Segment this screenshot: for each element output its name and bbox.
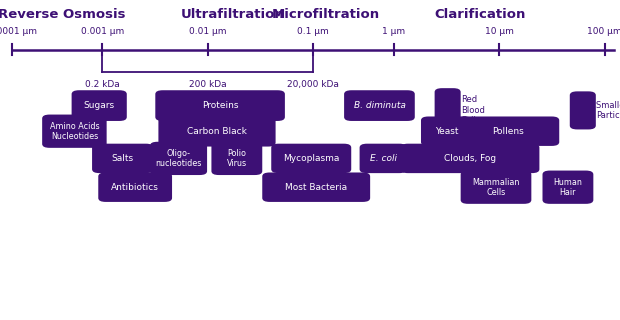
Text: Clarification: Clarification	[435, 8, 526, 21]
FancyBboxPatch shape	[435, 88, 461, 132]
Text: Ultrafiltration: Ultrafiltration	[180, 8, 285, 21]
Text: 0.01 μm: 0.01 μm	[189, 27, 226, 36]
Text: Sugars: Sugars	[84, 101, 115, 110]
Text: Pollens: Pollens	[492, 127, 525, 136]
FancyBboxPatch shape	[401, 144, 539, 173]
FancyBboxPatch shape	[344, 90, 415, 121]
Text: Oligo-
nucleotides: Oligo- nucleotides	[156, 149, 202, 168]
FancyBboxPatch shape	[360, 144, 407, 173]
Text: 100 μm: 100 μm	[587, 27, 620, 36]
Text: 0.1 μm: 0.1 μm	[297, 27, 329, 36]
Text: Polio
Virus: Polio Virus	[227, 149, 247, 168]
Text: Proteins: Proteins	[202, 101, 238, 110]
Text: 0.0001 μm: 0.0001 μm	[0, 27, 37, 36]
FancyBboxPatch shape	[150, 142, 207, 175]
FancyBboxPatch shape	[542, 171, 593, 204]
Text: 0.2 kDa: 0.2 kDa	[85, 80, 120, 89]
Text: Yeast: Yeast	[435, 127, 458, 136]
FancyBboxPatch shape	[92, 144, 153, 173]
FancyBboxPatch shape	[98, 172, 172, 202]
Text: B. diminuta: B. diminuta	[353, 101, 405, 110]
FancyBboxPatch shape	[155, 90, 285, 121]
Text: 0.001 μm: 0.001 μm	[81, 27, 124, 36]
Text: Mammalian
Cells: Mammalian Cells	[472, 178, 520, 197]
FancyBboxPatch shape	[158, 116, 275, 147]
FancyBboxPatch shape	[42, 115, 107, 148]
Text: Clouds, Fog: Clouds, Fog	[444, 154, 496, 163]
Text: Red
Blood
Cell: Red Blood Cell	[461, 95, 485, 125]
Text: E. coli: E. coli	[370, 154, 397, 163]
FancyBboxPatch shape	[72, 90, 127, 121]
FancyBboxPatch shape	[421, 116, 472, 146]
Text: 1 μm: 1 μm	[382, 27, 405, 36]
FancyBboxPatch shape	[458, 116, 559, 146]
Text: Antibiotics: Antibiotics	[111, 183, 159, 192]
FancyBboxPatch shape	[262, 172, 370, 202]
Text: Microfiltration: Microfiltration	[272, 8, 379, 21]
FancyBboxPatch shape	[211, 142, 262, 175]
Text: Human
Hair: Human Hair	[554, 178, 582, 197]
Text: Smallest Visible
Particle: Smallest Visible Particle	[596, 101, 620, 120]
FancyBboxPatch shape	[570, 91, 596, 129]
FancyBboxPatch shape	[461, 171, 531, 204]
Text: Amino Acids
Nucleotides: Amino Acids Nucleotides	[50, 122, 99, 141]
Text: Reverse Osmosis: Reverse Osmosis	[0, 8, 126, 21]
Text: Salts: Salts	[112, 154, 134, 163]
Text: 20,000 kDa: 20,000 kDa	[287, 80, 339, 89]
Text: Carbon Black: Carbon Black	[187, 127, 247, 136]
FancyBboxPatch shape	[272, 144, 351, 173]
Text: 200 kDa: 200 kDa	[189, 80, 226, 89]
Text: Most Bacteria: Most Bacteria	[285, 183, 347, 192]
Text: Mycoplasma: Mycoplasma	[283, 154, 339, 163]
Text: 10 μm: 10 μm	[485, 27, 513, 36]
